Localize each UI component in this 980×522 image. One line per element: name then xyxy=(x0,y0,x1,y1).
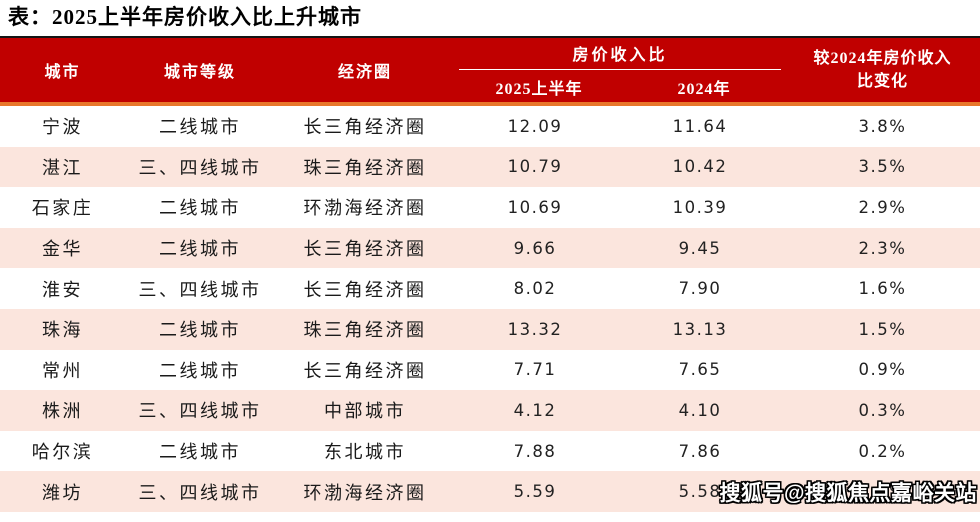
cell-tier: 三、四线城市 xyxy=(138,401,262,422)
column-header-tier: 城市等级 xyxy=(163,64,236,81)
cell-ratio-2025h1: 10.79 xyxy=(507,157,563,177)
cell-city: 湛江 xyxy=(42,157,83,178)
cell-tier: 二线城市 xyxy=(159,360,241,381)
column-header-change-line2: 比变化 xyxy=(856,73,908,90)
cell-change: 2.9% xyxy=(858,197,907,217)
column-header-change-line1: 较2024年房价收入 xyxy=(813,50,952,67)
cell-change: 1.5% xyxy=(858,319,907,339)
column-header-2025h1: 2025上半年 xyxy=(495,81,583,98)
cell-tier: 二线城市 xyxy=(159,239,241,260)
cell-region: 中部城市 xyxy=(324,401,406,422)
cell-region: 长三角经济圈 xyxy=(303,360,427,381)
cell-tier: 二线城市 xyxy=(159,442,241,463)
cell-tier: 二线城市 xyxy=(159,198,241,219)
cell-ratio-2025h1: 9.66 xyxy=(513,238,557,258)
cell-ratio-2025h1: 13.32 xyxy=(507,319,563,339)
cell-ratio-2024: 5.58 xyxy=(678,482,722,502)
cell-tier: 三、四线城市 xyxy=(138,482,262,503)
cell-change: 0.2% xyxy=(858,482,907,502)
cell-region: 长三角经济圈 xyxy=(303,239,427,260)
table-body: 宁波 二线城市 长三角经济圈 12.09 11.64 3.8% 湛江 三、四线城… xyxy=(0,106,980,512)
cell-ratio-2024: 7.86 xyxy=(678,441,722,461)
column-header-change: 较2024年房价收入 比变化 xyxy=(785,38,980,102)
table-row: 淮安 三、四线城市 长三角经济圈 8.02 7.90 1.6% xyxy=(0,268,980,309)
cell-ratio-2024: 7.90 xyxy=(678,279,722,299)
cell-city: 淮安 xyxy=(42,279,83,300)
cell-change: 2.3% xyxy=(858,238,907,258)
column-header-city: 城市 xyxy=(44,64,81,81)
cell-region: 珠三角经济圈 xyxy=(303,157,427,178)
cell-change: 3.8% xyxy=(858,116,907,136)
table-row: 湛江 三、四线城市 珠三角经济圈 10.79 10.42 3.5% xyxy=(0,146,980,188)
table-row: 宁波 二线城市 长三角经济圈 12.09 11.64 3.8% xyxy=(0,106,980,147)
group-subheaders: 2025上半年 2024年 xyxy=(459,70,781,99)
cell-tier: 三、四线城市 xyxy=(138,279,262,300)
cell-region: 长三角经济圈 xyxy=(303,117,427,138)
cell-change: 0.9% xyxy=(858,360,907,380)
column-group-price-income-ratio: 房价收入比 2025上半年 2024年 xyxy=(455,38,785,102)
table-row: 珠海 二线城市 珠三角经济圈 13.32 13.13 1.5% xyxy=(0,308,980,350)
table-header-row: 城市 城市等级 经济圈 房价收入比 2025上半年 2024年 较2024年房价… xyxy=(0,36,980,106)
cell-ratio-2024: 10.42 xyxy=(672,157,728,177)
table-row: 哈尔滨 二线城市 东北城市 7.88 7.86 0.2% xyxy=(0,430,980,472)
cell-city: 宁波 xyxy=(42,117,83,138)
cell-tier: 二线城市 xyxy=(159,320,241,341)
cell-ratio-2024: 4.10 xyxy=(678,400,722,420)
cell-city: 石家庄 xyxy=(31,198,94,219)
cell-ratio-2024: 13.13 xyxy=(672,319,728,339)
cell-ratio-2024: 11.64 xyxy=(672,116,728,136)
cell-ratio-2025h1: 10.69 xyxy=(507,197,563,217)
cell-ratio-2024: 9.45 xyxy=(678,238,722,258)
table-title: 表：2025上半年房价收入比上升城市 xyxy=(8,5,362,29)
cell-city: 潍坊 xyxy=(42,482,83,503)
table-row: 株洲 三、四线城市 中部城市 4.12 4.10 0.3% xyxy=(0,390,980,431)
cell-city: 哈尔滨 xyxy=(31,442,94,463)
cell-region: 东北城市 xyxy=(324,442,406,463)
cell-city: 珠海 xyxy=(42,320,83,341)
sohu-watermark: 搜狐号@搜狐焦点嘉峪关站 xyxy=(719,482,977,505)
cell-region: 环渤海经济圈 xyxy=(303,198,427,219)
cell-city: 金华 xyxy=(42,239,83,260)
column-header-2024: 2024年 xyxy=(677,81,731,98)
table-row: 石家庄 二线城市 环渤海经济圈 10.69 10.39 2.9% xyxy=(0,187,980,228)
cell-tier: 三、四线城市 xyxy=(138,157,262,178)
cell-ratio-2024: 7.65 xyxy=(678,360,722,380)
cell-ratio-2025h1: 7.88 xyxy=(513,441,557,461)
cell-city: 常州 xyxy=(42,360,83,381)
cell-ratio-2024: 10.39 xyxy=(672,197,728,217)
cell-region: 珠三角经济圈 xyxy=(303,320,427,341)
cell-change: 0.3% xyxy=(858,400,907,420)
table-row: 金华 二线城市 长三角经济圈 9.66 9.45 2.3% xyxy=(0,227,980,269)
cell-city: 株洲 xyxy=(42,401,83,422)
cell-ratio-2025h1: 7.71 xyxy=(513,360,557,380)
cell-tier: 二线城市 xyxy=(159,117,241,138)
cell-ratio-2025h1: 8.02 xyxy=(513,279,557,299)
cell-change: 3.5% xyxy=(858,157,907,177)
cell-ratio-2025h1: 12.09 xyxy=(507,116,563,136)
cell-ratio-2025h1: 5.59 xyxy=(513,482,557,502)
cell-region: 环渤海经济圈 xyxy=(303,482,427,503)
cell-ratio-2025h1: 4.12 xyxy=(513,400,557,420)
column-header-region: 经济圈 xyxy=(337,64,392,81)
cell-change: 1.6% xyxy=(858,279,907,299)
table-row: 常州 二线城市 长三角经济圈 7.71 7.65 0.9% xyxy=(0,349,980,391)
cell-change: 0.2% xyxy=(858,441,907,461)
group-header-label: 房价收入比 xyxy=(459,41,781,70)
cell-region: 长三角经济圈 xyxy=(303,279,427,300)
table-row: 潍坊 三、四线城市 环渤海经济圈 5.59 5.58 0.2% xyxy=(0,471,980,512)
